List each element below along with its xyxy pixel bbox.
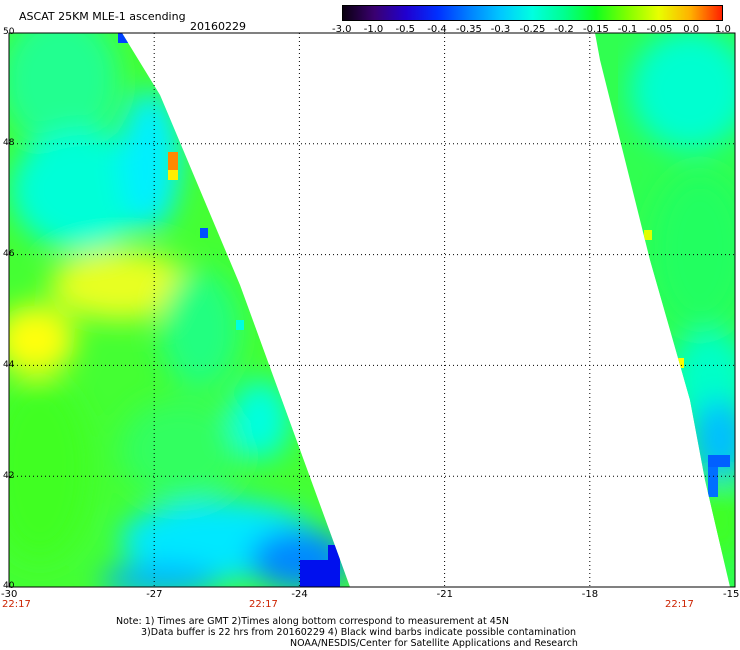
lat-tick-label: 44: [3, 359, 15, 370]
colorbar: [342, 5, 723, 21]
map-frame: [8, 32, 736, 588]
left-swath: [9, 33, 350, 587]
colorbar-label: -0.4: [427, 24, 447, 35]
lat-tick-label: 50: [3, 27, 15, 37]
colorbar-label: -0.1: [617, 24, 638, 35]
chart-title: ASCAT 25KM MLE-1 ascending: [19, 10, 186, 23]
lon-tick-label: -18: [581, 589, 599, 600]
map-plot: [8, 32, 736, 588]
time-right: 22:17: [665, 599, 694, 610]
chart-date: 20160229: [190, 20, 246, 33]
lat-tick-label: 42: [3, 470, 15, 481]
colorbar-label: 0.0: [683, 24, 700, 35]
note-line-1: Note: 1) Times are GMT 2)Times along bot…: [116, 616, 509, 627]
colorbar-label: -0.25: [519, 24, 546, 35]
colorbar-label: -0.2: [554, 24, 574, 35]
lat-tick-label: 48: [3, 138, 15, 149]
colorbar-label: -0.05: [646, 24, 673, 35]
lon-tick-label: -27: [146, 589, 163, 600]
colorbar-label: -0.5: [395, 24, 416, 35]
map-grid: [9, 33, 735, 587]
lon-tick-label: -21: [436, 589, 453, 600]
time-mid: 22:17: [249, 599, 278, 610]
colorbar-label: 1.0: [715, 24, 731, 35]
note-line-3: NOAA/NESDIS/Center for Satellite Applica…: [290, 638, 578, 649]
colorbar-label: -1.0: [363, 24, 384, 35]
lon-tick-label: -24: [291, 589, 308, 600]
lat-tick-label: 46: [3, 249, 15, 260]
colorbar-label: -0.15: [583, 24, 609, 35]
colorbar-label: -0.35: [456, 24, 482, 35]
colorbar-label: -0.3: [490, 24, 511, 35]
lon-tick-label: -15: [723, 589, 740, 600]
lat-tick-label: 40: [3, 581, 15, 591]
time-left: 22:17: [2, 599, 31, 610]
right-swath: [595, 33, 735, 587]
colorbar-label: -3.0: [332, 24, 352, 35]
note-line-2: 3)Data buffer is 22 hrs from 20160229 4)…: [141, 627, 577, 638]
lon-tick-label: -30: [1, 589, 18, 600]
